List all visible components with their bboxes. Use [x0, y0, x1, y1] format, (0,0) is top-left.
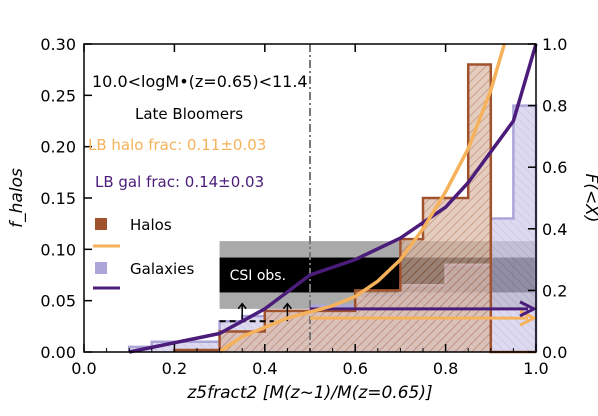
halo-histogram-bar: [355, 290, 401, 352]
x-tick-label: 0.4: [252, 359, 277, 378]
halo-histogram-bar: [400, 239, 423, 352]
legend-swatch-galaxies: [95, 262, 107, 274]
legend-label-galaxies: Galaxies: [130, 260, 194, 278]
halo-histogram-bar: [423, 198, 469, 352]
upper-limit-arrowhead: [282, 302, 292, 310]
x-tick-label: 0.6: [342, 359, 367, 378]
halo-cdf-curve: [218, 43, 507, 354]
x-tick-label: 0.2: [162, 359, 187, 378]
galaxy-histogram-bar: [151, 341, 220, 352]
axis-ticks: 0.0 0.2 0.4 0.6 0.8 1.0 0.00 0.05 0.10 0.15 0.20 0.…: [40, 35, 567, 378]
y-left-tick-label: 0.05: [40, 292, 76, 311]
y-right-tick-label: 0.0: [542, 343, 567, 362]
y-left-tick-label: 0.10: [40, 240, 76, 259]
csi-obs-label: CSI obs.: [230, 268, 286, 284]
y-left-tick-label: 0.30: [40, 35, 76, 54]
legend-label-halos: Halos: [130, 216, 172, 234]
y-right-tick-label: 1.0: [542, 35, 567, 54]
galaxy-histogram-bar: [490, 218, 514, 352]
lb-gal-frac-label: LB gal frac: 0.14±0.03: [95, 173, 264, 191]
y-left-tick-label: 0.25: [40, 86, 76, 105]
y-right-tick-label: 0.2: [542, 281, 567, 300]
x-axis-label: z5fract2 [M(z~1)/M(z=0.65)]: [186, 383, 432, 403]
x-tick-label: 0.0: [71, 359, 96, 378]
y-left-tick-label: 0.20: [40, 138, 76, 157]
y-right-tick-label: 0.4: [542, 220, 567, 239]
y-axis-label-left: f_halos: [7, 168, 27, 228]
legend-swatch-halos: [95, 218, 107, 230]
chart-title: 10.0<logM•(z=0.65)<11.4: [92, 72, 308, 91]
y-left-tick-label: 0.00: [40, 343, 76, 362]
y-right-tick-label: 0.6: [542, 158, 567, 177]
halo-histogram-bar: [219, 331, 265, 352]
x-tick-label: 0.8: [433, 359, 458, 378]
y-axis-label-right: F(<X): [581, 174, 598, 223]
x-tick-label: 1.0: [523, 359, 548, 378]
lb-galaxy-fraction-arrow: [519, 300, 538, 318]
y-left-tick-label: 0.15: [40, 189, 76, 208]
lb-halo-frac-label: LB halo frac: 0.11±0.03: [88, 136, 266, 154]
plot-area: CSI obs.: [127, 43, 538, 354]
y-right-tick-label: 0.8: [542, 97, 567, 116]
galaxy-cdf-curve: [128, 43, 538, 354]
legend: Halos Galaxies: [93, 216, 194, 290]
upper-limit-arrowhead: [237, 302, 247, 310]
chart-subtitle: Late Bloomers: [135, 105, 243, 123]
